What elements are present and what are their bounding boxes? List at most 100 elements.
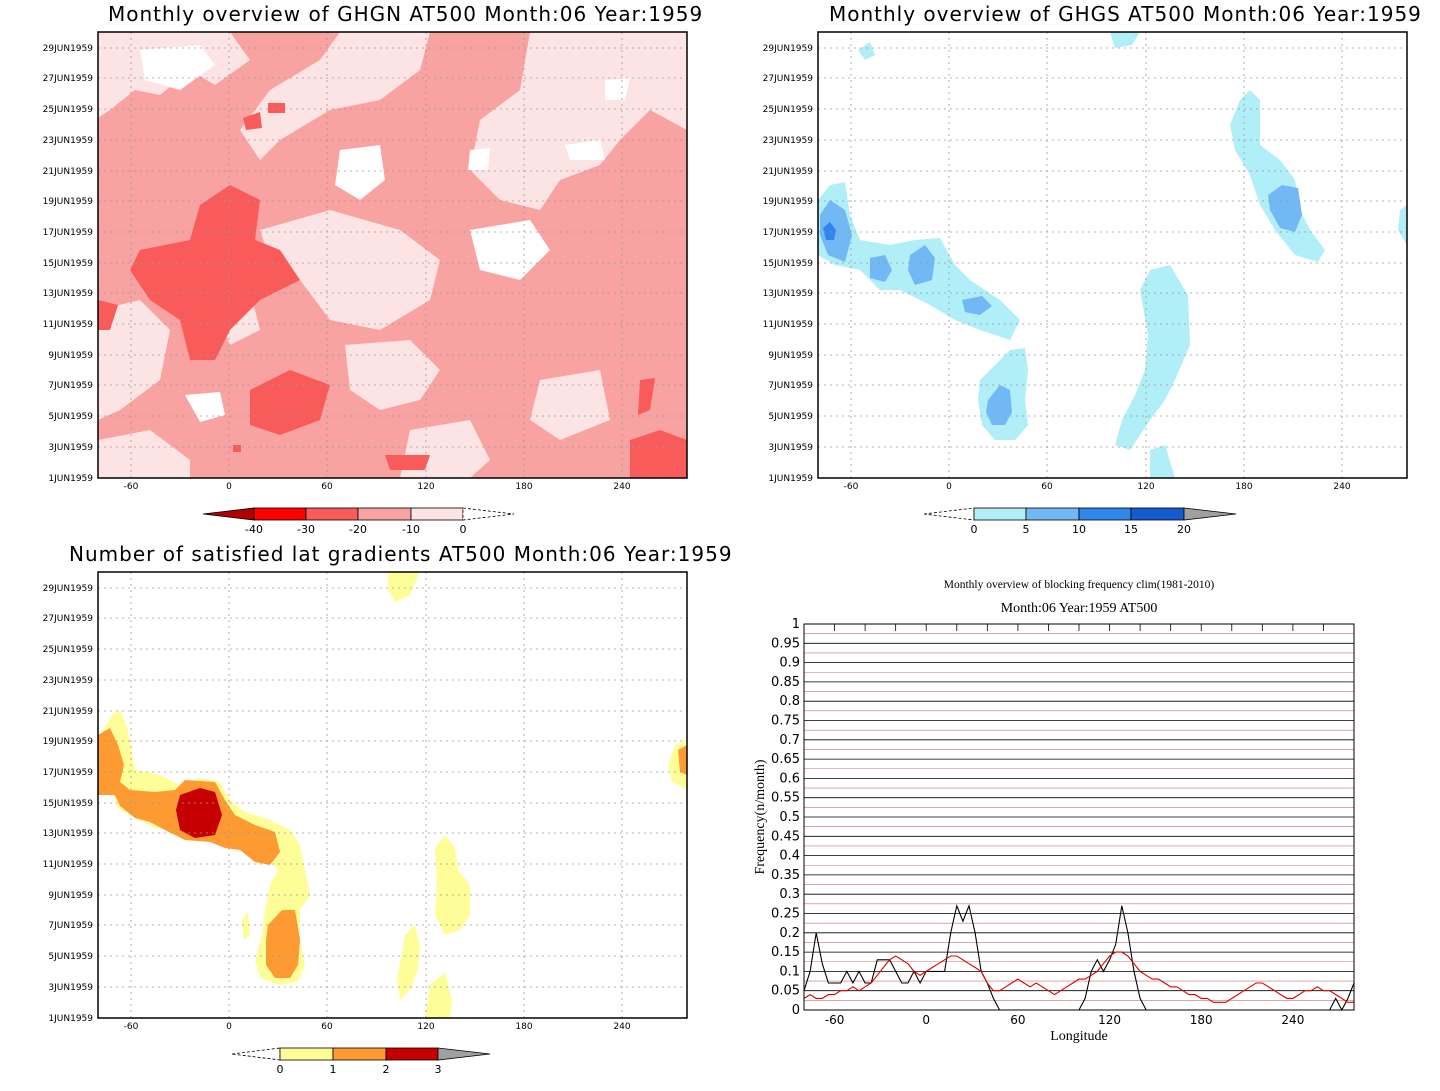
lat-cbar-swatch xyxy=(437,1047,491,1061)
ghgn-cbar-swatch xyxy=(202,507,255,521)
ghgs-x-ticks: -60 0 60 120 180 240 xyxy=(844,482,1351,492)
freq-y-tick-label: 0.25 xyxy=(771,907,800,922)
ghgn-grid xyxy=(98,32,687,478)
ghgs-colorbar xyxy=(923,507,1237,521)
lat-cbar-label: 0 xyxy=(277,1063,284,1076)
ghgs-cbar-swatch xyxy=(1078,507,1132,521)
lat-y-tick: 23JUN1959 xyxy=(43,676,94,686)
ghgs-cbar-label: 20 xyxy=(1177,523,1191,536)
ghgs-y-tick: 9JUN1959 xyxy=(768,351,813,361)
lat-x-tick: 180 xyxy=(515,1022,532,1032)
ghgn-y-tick: 11JUN1959 xyxy=(43,320,94,330)
ghgn-y-tick: 25JUN1959 xyxy=(43,105,94,115)
lat-y-tick: 15JUN1959 xyxy=(43,799,94,809)
ghgs-y-tick: 3JUN1959 xyxy=(768,443,813,453)
ghgs-contours xyxy=(818,32,1407,478)
freq-y-tick-label: 0.35 xyxy=(771,868,800,883)
ghgn-contours xyxy=(98,32,687,478)
ghgs-cbar-swatch xyxy=(1183,507,1237,521)
ghgs-y-tick: 17JUN1959 xyxy=(763,228,814,238)
lat-y-tick: 11JUN1959 xyxy=(43,860,94,870)
freq-y-tick-label: 0.75 xyxy=(771,714,800,729)
lat-y-tick: 9JUN1959 xyxy=(48,891,93,901)
ghgs-x-tick: -60 xyxy=(844,482,859,492)
ghgn-y-tick: 7JUN1959 xyxy=(48,381,93,391)
ghgs-y-tick: 7JUN1959 xyxy=(768,381,813,391)
freq-y-tick-label: 0.4 xyxy=(779,849,800,864)
ghgn-y-tick: 17JUN1959 xyxy=(43,228,94,238)
ghgn-x-tick: -60 xyxy=(124,482,139,492)
ghgs-y-tick: 13JUN1959 xyxy=(763,289,814,299)
ghgs-y-tick: 23JUN1959 xyxy=(763,136,814,146)
ghgs-y-tick: 5JUN1959 xyxy=(768,412,813,422)
freq-x-tick-label: 120 xyxy=(1098,1013,1121,1027)
lat-title: Number of satisfied lat gradients AT500 … xyxy=(69,542,733,566)
lat-y-tick: 1JUN1959 xyxy=(48,1014,93,1024)
ghgn-cbar-swatch xyxy=(462,507,515,521)
ghgs-cbar-label: 5 xyxy=(1023,523,1030,536)
freq-grid xyxy=(804,623,1354,1011)
ghgn-y-tick: 29JUN1959 xyxy=(43,44,94,54)
freq-frame xyxy=(803,623,1355,1011)
ghgn-y-tick: 23JUN1959 xyxy=(43,136,94,146)
freq-x-tick-label: 240 xyxy=(1281,1013,1304,1027)
lat-grid xyxy=(98,572,687,1018)
freq-y-tick-label: 0.7 xyxy=(779,733,800,748)
ghgn-y-tick: 3JUN1959 xyxy=(48,443,93,453)
ghgs-y-tick: 21JUN1959 xyxy=(763,167,814,177)
freq-y-tick-label: 0.05 xyxy=(771,984,800,999)
freq-y-tick-label: 0.2 xyxy=(779,926,800,941)
ghgn-cbar-swatch xyxy=(305,507,359,521)
ghgs-x-tick: 0 xyxy=(946,482,952,492)
ghgs-y-tick: 25JUN1959 xyxy=(763,105,814,115)
ghgn-y-tick: 21JUN1959 xyxy=(43,167,94,177)
freq-y-tick-label: 0.1 xyxy=(779,964,800,979)
lat-y-tick: 21JUN1959 xyxy=(43,707,94,717)
ghgn-y-tick: 9JUN1959 xyxy=(48,351,93,361)
ghgn-x-tick: 60 xyxy=(321,482,333,492)
freq-x-tick-label: 0 xyxy=(922,1013,930,1027)
lat-y-ticks: 29JUN1959 27JUN1959 25JUN1959 23JUN1959 … xyxy=(43,584,94,1024)
ghgn-cbar-label: -20 xyxy=(349,523,367,536)
lat-x-tick: 60 xyxy=(321,1022,333,1032)
ghgs-cbar-swatch xyxy=(923,507,975,521)
ghgn-heatmap: 29JUN1959 27JUN1959 25JUN1959 23JUN1959 … xyxy=(43,31,688,536)
lat-cbar-swatch xyxy=(332,1047,387,1061)
ghgs-x-tick: 60 xyxy=(1041,482,1053,492)
ghgs-cbar-swatch xyxy=(1130,507,1185,521)
lat-y-tick: 25JUN1959 xyxy=(43,645,94,655)
ghgn-frame xyxy=(97,31,688,479)
lat-y-tick: 5JUN1959 xyxy=(48,952,93,962)
freq-y-tick-label: 0 xyxy=(792,1003,800,1018)
freq-y-ticks: 0 0.05 0.1 0.15 0.2 0.25 0.3 0.35 0.4 0.45 0.5 0.55… xyxy=(771,617,800,1018)
freq-x-ticks: -60 0 60 120 180 240 xyxy=(825,1013,1305,1027)
ghgs-cbar-label: 0 xyxy=(971,523,978,536)
lat-y-tick: 27JUN1959 xyxy=(43,614,94,624)
ghgs-y-ticks: 29JUN1959 27JUN1959 25JUN1959 23JUN1959 … xyxy=(763,44,814,484)
lat-y-tick: 19JUN1959 xyxy=(43,737,94,747)
freq-series-line-0 xyxy=(803,903,1355,1012)
ghgn-y-tick: 15JUN1959 xyxy=(43,259,94,269)
freq-y-tick-label: 0.65 xyxy=(771,752,800,767)
freq-y-tick-label: 0.5 xyxy=(779,810,800,825)
ghgs-heatmap: 29JUN1959 27JUN1959 25JUN1959 23JUN1959 … xyxy=(763,31,1408,536)
freq-series-line-1 xyxy=(803,951,1354,1003)
lat-cbar-label: 1 xyxy=(330,1063,337,1076)
ghgn-y-tick: 5JUN1959 xyxy=(48,412,93,422)
lat-y-tick: 13JUN1959 xyxy=(43,829,94,839)
ghgs-title: Monthly overview of GHGS AT500 Month:06 … xyxy=(829,2,1422,26)
freq-ylabel: Frequency(n/month) xyxy=(753,759,768,874)
freq-x-tick-label: -60 xyxy=(825,1013,845,1027)
freq-y-tick-label: 0.95 xyxy=(771,636,800,651)
ghgs-x-tick: 180 xyxy=(1235,482,1252,492)
freq-y-tick-label: 1 xyxy=(792,617,800,632)
freq-y-tick-label: 0.6 xyxy=(779,771,800,786)
ghgn-colorbar-labels: -40 -30 -20 -10 0 xyxy=(245,523,466,536)
ghgn-y-ticks: 29JUN1959 27JUN1959 25JUN1959 23JUN1959 … xyxy=(43,44,94,484)
ghgs-y-tick: 15JUN1959 xyxy=(763,259,814,269)
ghgs-y-tick: 1JUN1959 xyxy=(768,474,813,484)
freq-y-tick-label: 0.8 xyxy=(779,694,800,709)
ghgn-y-tick: 19JUN1959 xyxy=(43,197,94,207)
ghgn-y-tick: 1JUN1959 xyxy=(48,474,93,484)
freq-x-tick-label: 60 xyxy=(1010,1013,1025,1027)
